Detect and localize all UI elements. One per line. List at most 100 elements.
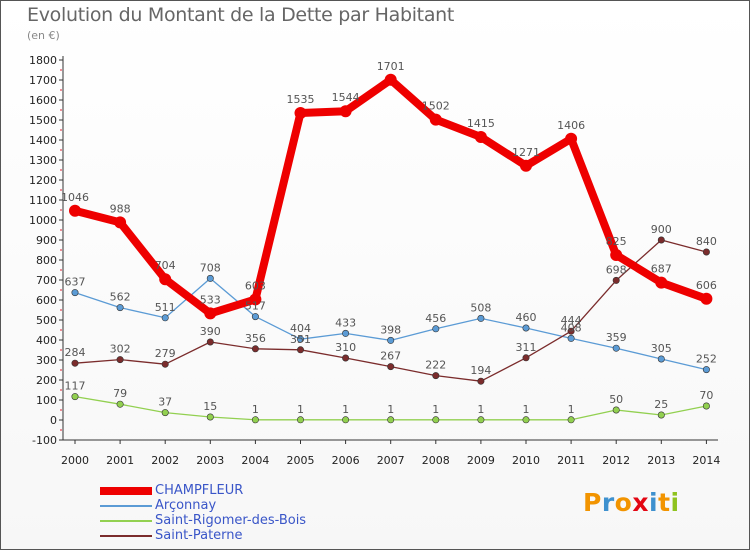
data-point [342,416,350,424]
x-tick-label: 2010 [512,454,540,467]
data-label: 311 [516,341,537,354]
data-point [387,336,395,344]
x-tick-label: 2006 [332,454,360,467]
data-point [251,345,259,353]
data-point [161,314,169,322]
data-label: 351 [290,333,311,346]
data-point [342,354,350,362]
data-label: 302 [110,343,131,356]
chart-title: Evolution du Montant de la Dette par Hab… [27,4,455,26]
data-label: 194 [470,364,491,377]
legend-swatch [100,487,152,495]
data-label: 1 [297,403,304,416]
data-point [565,132,578,145]
data-point [161,409,169,417]
y-tick-label: 600 [36,294,57,307]
data-point [522,416,530,424]
data-point [249,293,262,306]
data-point [567,416,575,424]
data-label: 1 [342,403,349,416]
data-point [612,406,620,414]
data-point [657,355,665,363]
x-tick-label: 2011 [557,454,585,467]
data-point [477,314,485,322]
data-label: 1535 [287,93,315,106]
data-point [296,335,304,343]
data-label: 511 [155,301,176,314]
legend-label: Saint-Rigomer-des-Bois [155,513,307,528]
data-label: 252 [696,353,717,366]
data-label: 1271 [512,146,540,159]
x-tick-label: 2000 [61,454,89,467]
data-point [294,107,307,119]
x-tick-label: 2012 [602,454,630,467]
x-tick-label: 2001 [106,454,134,467]
data-label: 50 [609,393,623,406]
data-point [296,346,304,354]
data-point [71,393,79,401]
x-tick-label: 2007 [377,454,405,467]
data-point [161,360,169,368]
data-point [612,276,620,284]
data-point [474,131,487,143]
y-tick-label: 300 [36,354,57,367]
x-tick-label: 2008 [422,454,450,467]
data-label: 637 [65,276,86,289]
data-label: 310 [335,341,356,354]
data-label: 25 [654,398,668,411]
data-label: 1415 [467,117,495,130]
data-point [702,366,710,374]
data-label: 70 [699,389,713,402]
data-label: 305 [651,342,672,355]
y-tick-label: 1400 [29,134,57,147]
data-label: 704 [155,259,176,272]
data-label: 404 [290,322,311,335]
data-label: 433 [335,316,356,329]
data-label: 1 [568,403,575,416]
y-tick-label: 800 [36,254,57,267]
x-tick-label: 2002 [151,454,179,467]
data-point [71,289,79,297]
data-point [567,327,575,335]
data-point [429,113,442,126]
data-label: 117 [65,380,86,393]
data-label: 1544 [332,91,360,104]
logo-letter: t [658,488,671,517]
data-label: 508 [470,301,491,314]
y-tick-label: 1200 [29,174,57,187]
legend-swatch [100,535,152,537]
data-point [520,159,532,172]
x-tick-label: 2005 [287,454,315,467]
data-point [655,276,668,289]
data-label: 988 [110,202,131,215]
data-label: 1 [477,403,484,416]
data-point [116,400,124,408]
data-point [69,204,81,217]
data-label: 267 [380,350,401,363]
logo-letter: P [583,488,602,517]
logo-letter: r [601,488,615,517]
data-point [206,413,214,421]
data-label: 698 [606,263,627,276]
y-tick-label: 700 [36,274,57,287]
data-label: 279 [155,347,176,360]
data-point [251,416,259,424]
data-label: 456 [425,312,446,325]
data-label: 1 [252,403,259,416]
y-tick-label: -100 [32,434,57,447]
y-tick-label: 200 [36,374,57,387]
data-point [432,416,440,424]
y-tick-label: 900 [36,234,57,247]
data-point [387,363,395,371]
data-point [657,411,665,419]
data-point [204,307,217,320]
data-label: 562 [110,291,131,304]
data-label: 687 [651,263,672,276]
data-label: 398 [380,323,401,336]
data-point [387,416,395,424]
data-label: 390 [200,325,221,338]
data-label: 37 [158,396,172,409]
data-point [339,105,352,118]
data-label: 603 [245,279,266,292]
